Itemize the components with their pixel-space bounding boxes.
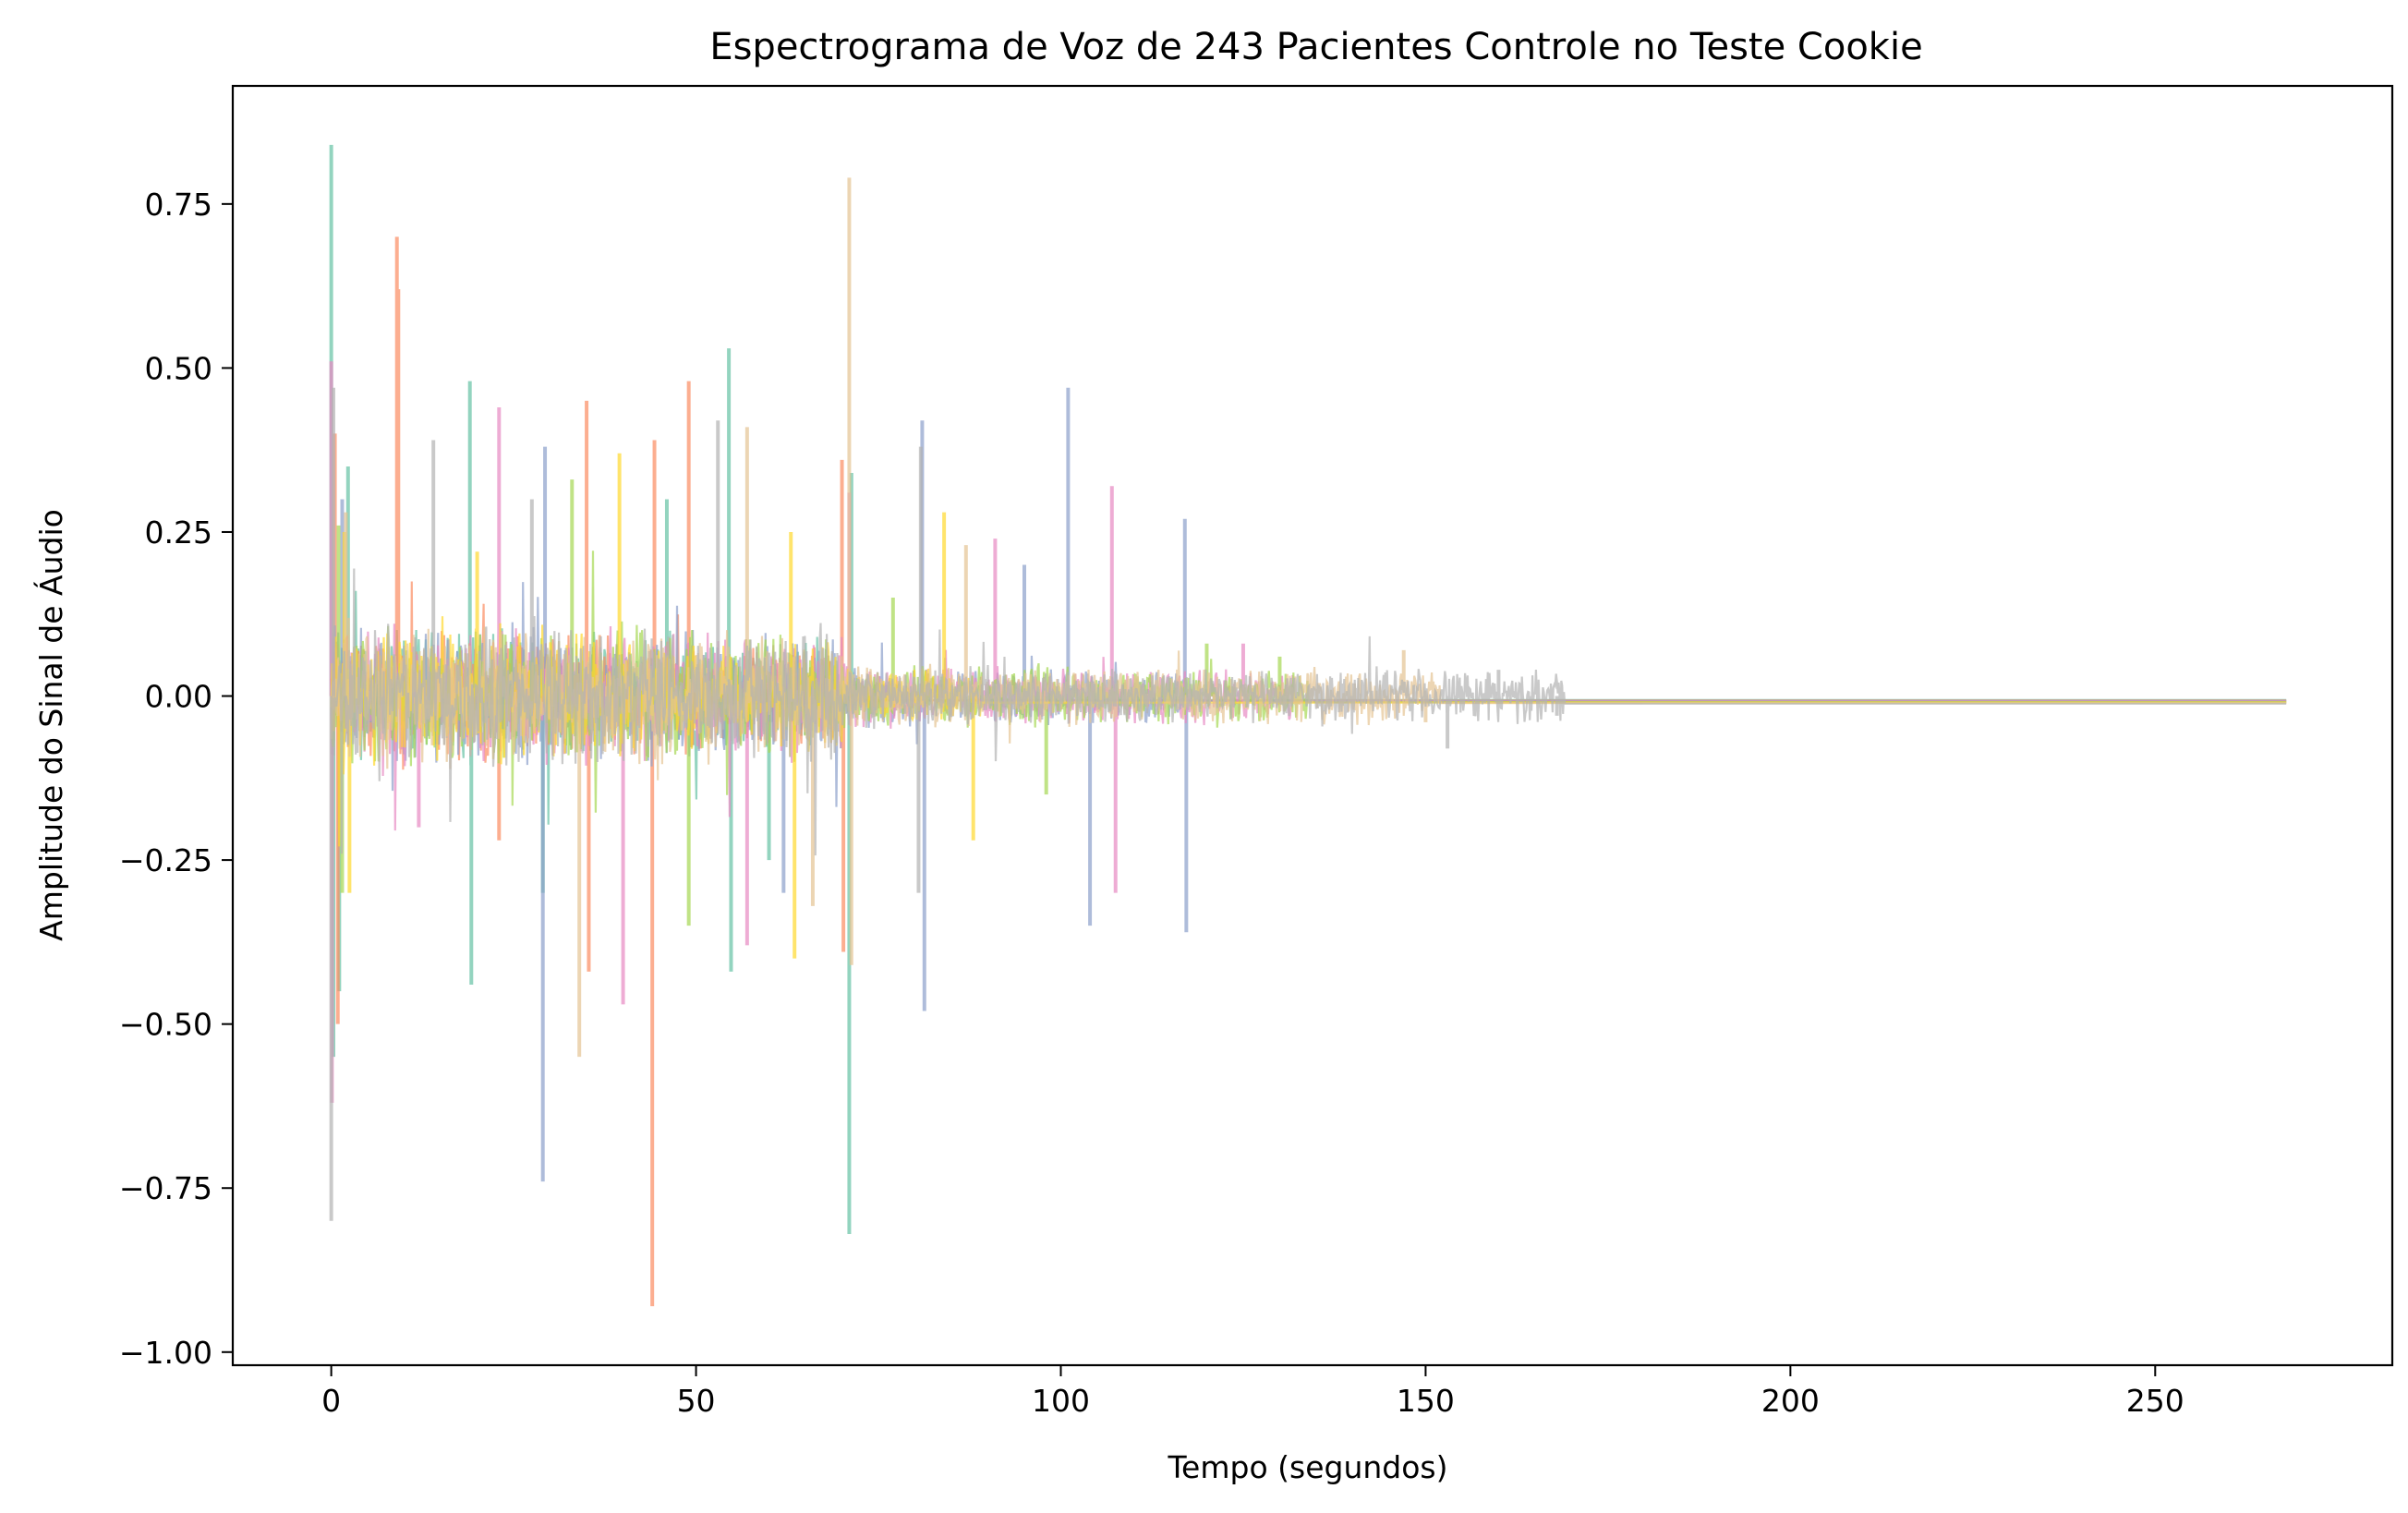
y-tick-label: 0.00: [145, 679, 212, 715]
y-tick-label: −1.00: [119, 1335, 212, 1371]
series-layer: [329, 144, 2287, 1307]
y-tick-label: −0.75: [119, 1170, 212, 1206]
y-tick-label: 0.50: [145, 350, 212, 386]
y-axis: 0.75 0.50 0.25 0.00 −0.25 −0.50 −0.75 −1.00: [119, 187, 233, 1371]
y-axis-label: Amplitude do Sinal de Áudio: [32, 509, 69, 941]
x-tick-label: 250: [2126, 1383, 2184, 1419]
x-tick-label: 50: [677, 1383, 716, 1419]
x-tick-label: 150: [1397, 1383, 1455, 1419]
plot-frame: [231, 84, 2394, 1367]
y-tick-label: −0.50: [119, 1007, 212, 1043]
y-tick-label: 0.25: [145, 514, 212, 551]
x-tick-label: 200: [1761, 1383, 1820, 1419]
series-line: [329, 387, 2287, 1221]
chart-title: Espectrograma de Voz de 243 Pacientes Co…: [709, 26, 1922, 68]
x-tick-label: 100: [1032, 1383, 1090, 1419]
x-axis-label: Tempo (segundos): [1168, 1449, 1448, 1485]
y-tick-label: 0.75: [145, 187, 212, 223]
x-tick-label: 0: [321, 1383, 341, 1419]
y-tick-label: −0.25: [119, 842, 212, 878]
x-axis: 0 50 100 150 200 250: [321, 1365, 2184, 1419]
series-trace: [330, 568, 2287, 856]
